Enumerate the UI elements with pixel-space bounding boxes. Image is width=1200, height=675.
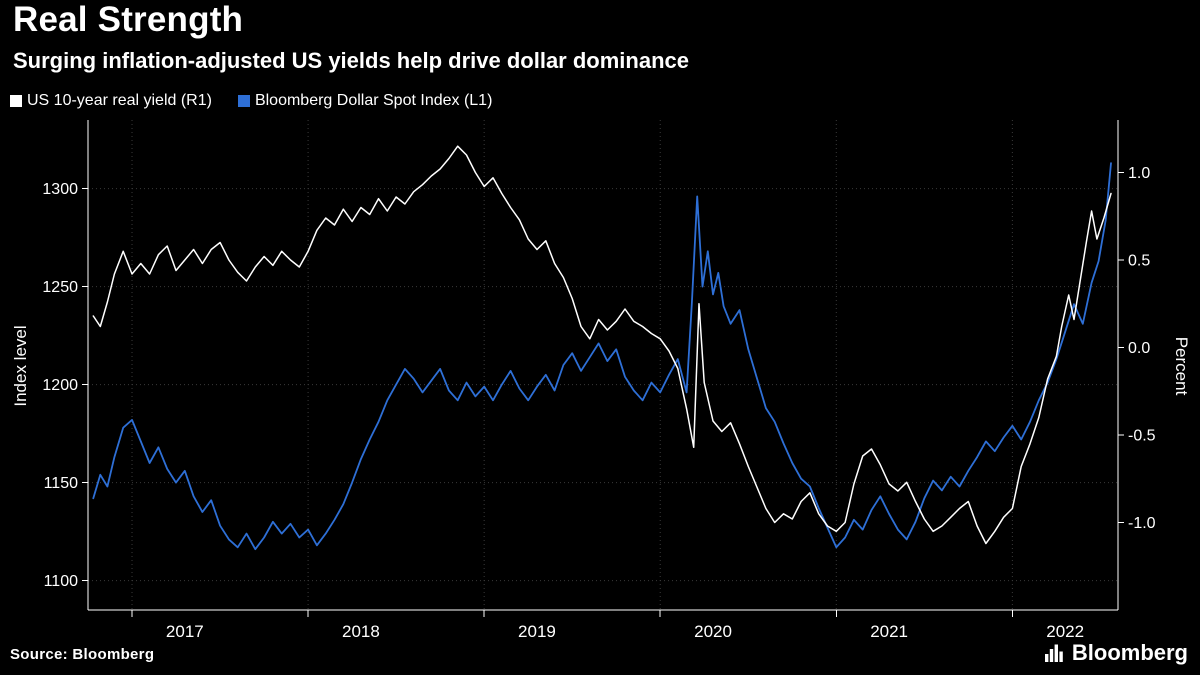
left-axis-title: Index level [11,325,30,407]
right-tick-label: -1.0 [1128,515,1156,532]
right-axis-title: Percent [1172,336,1191,396]
bloomberg-logo-text: Bloomberg [1071,640,1188,665]
series-line-dollar-index [92,162,1112,551]
right-tick-label: 1.0 [1128,165,1150,182]
right-tick-label: 0.5 [1128,253,1150,270]
chart-subtitle: Surging inflation-adjusted US yields hel… [13,48,689,73]
legend-swatch-white-icon [10,95,22,107]
x-tick-label: 2022 [1046,622,1084,641]
right-tick-label: 0.0 [1128,340,1150,357]
legend-item-dollar-index: Bloomberg Dollar Spot Index (L1) [237,92,493,110]
x-tick-label: 2018 [342,622,380,641]
legend-swatch-blue-icon [237,95,250,107]
legend: US 10-year real yield (R1) Bloomberg Dol… [10,92,492,110]
chart-title: Real Strength [13,0,244,39]
source-note: Source: Bloomberg [10,646,155,663]
left-tick-label: 1200 [42,377,78,394]
left-tick-label: 1100 [44,573,79,590]
left-tick-label: 1250 [42,279,78,296]
bloomberg-mark-icon [1044,644,1063,662]
right-tick-label: -0.5 [1128,428,1156,445]
legend-label-real-yield: US 10-year real yield (R1) [27,92,212,109]
x-tick-label: 2021 [870,622,908,641]
x-tick-label: 2020 [694,622,732,641]
x-tick-label: 2019 [518,622,556,641]
bloomberg-logo: Bloomberg [1044,640,1188,666]
series-line-real-yield [92,145,1112,545]
legend-item-real-yield: US 10-year real yield (R1) [10,92,212,110]
legend-label-dollar-index: Bloomberg Dollar Spot Index (L1) [254,92,493,109]
x-tick-label: 2017 [166,622,204,641]
left-tick-label: 1300 [42,181,78,198]
left-tick-label: 1150 [44,475,79,492]
